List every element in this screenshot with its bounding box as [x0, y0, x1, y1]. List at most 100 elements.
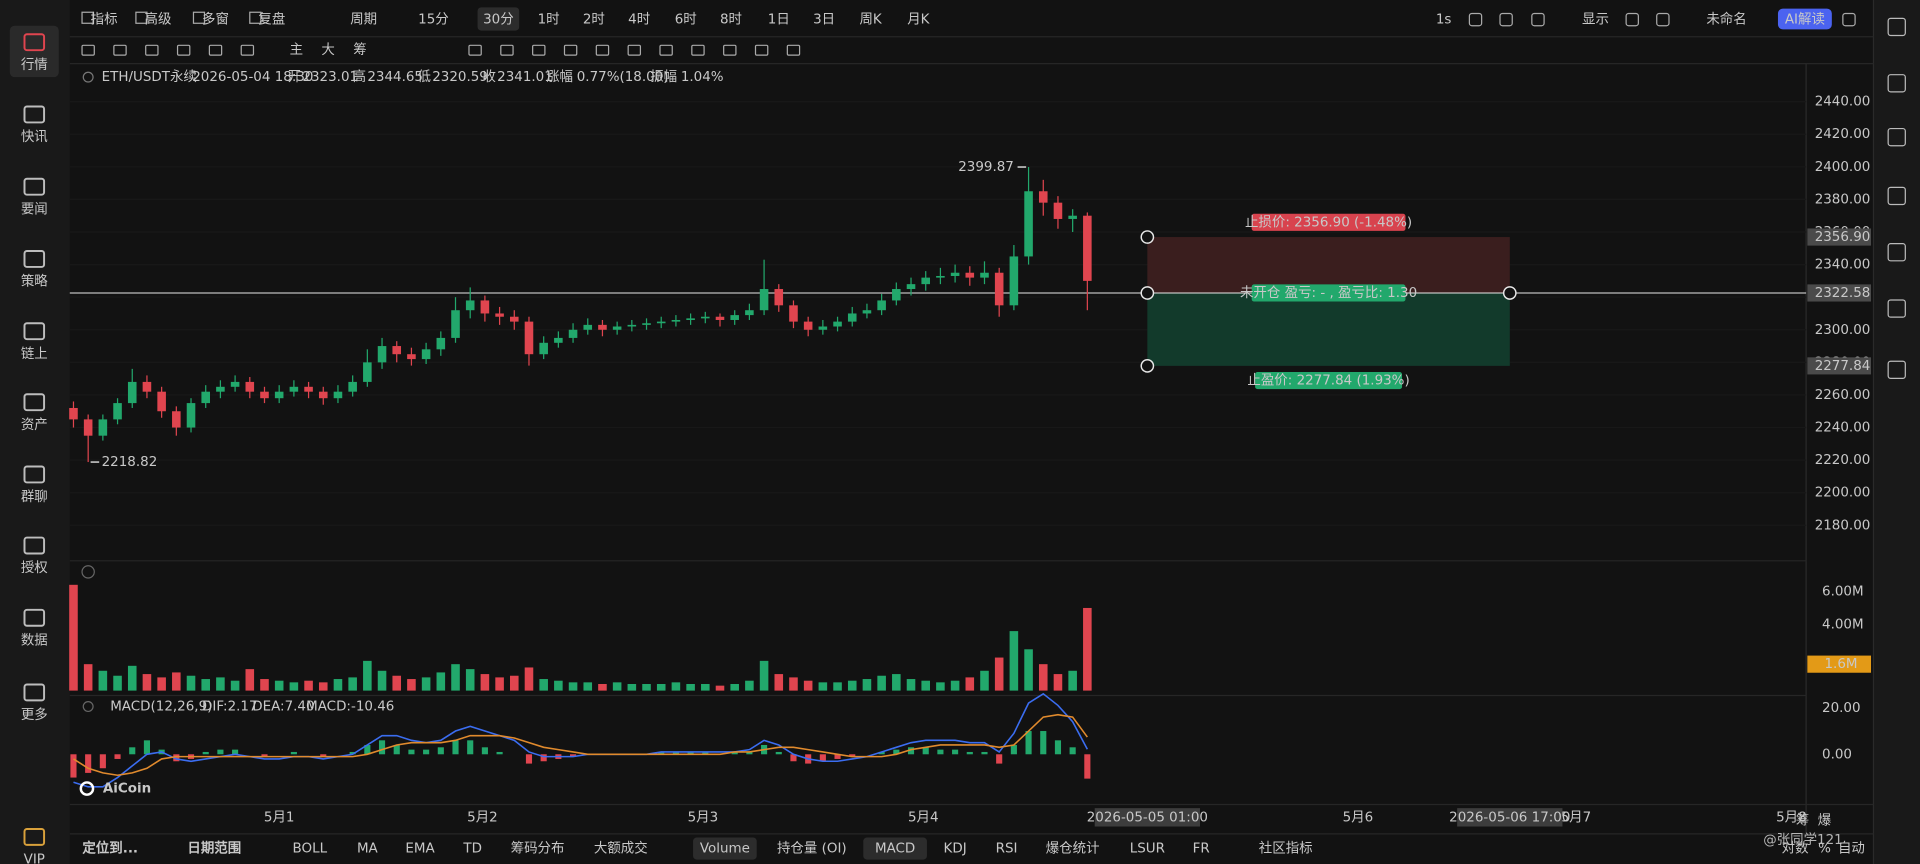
toolbar-item[interactable]: 3日	[813, 13, 835, 28]
indicator-tab[interactable]: 筹码分布	[511, 840, 565, 857]
handle[interactable]	[1502, 286, 1517, 300]
sidebar-label[interactable]: 数据	[21, 632, 48, 648]
toolbar-icon[interactable]	[1842, 12, 1856, 27]
tool-icon[interactable]	[659, 44, 673, 56]
right-icon[interactable]	[1887, 17, 1906, 37]
sidebar-label[interactable]: 链上	[21, 346, 48, 362]
indicator-tab[interactable]: EMA	[405, 842, 435, 857]
axis-badge-label: 2277.84	[1815, 359, 1871, 374]
indicator-tab[interactable]: 爆仓统计	[1046, 841, 1100, 857]
handle[interactable]	[1140, 286, 1155, 300]
toolbar-icon[interactable]	[1468, 12, 1483, 27]
toolbar-item[interactable]: 1日	[768, 13, 790, 28]
indicator-tab[interactable]: 持仓量 (OI)	[777, 841, 847, 857]
tool-icon[interactable]	[627, 44, 642, 56]
right-icon[interactable]	[1887, 360, 1906, 379]
scale-option[interactable]: 自动	[1838, 841, 1865, 857]
volume-bar	[671, 682, 681, 691]
sidebar-label[interactable]: VIP	[24, 853, 45, 864]
candle-body	[274, 391, 284, 399]
volume-bar	[759, 660, 769, 691]
toolbar-item[interactable]: 30分	[483, 12, 514, 28]
right-icon[interactable]	[1887, 299, 1906, 318]
toolbar-item[interactable]: 复盘	[258, 11, 285, 28]
indicator-tab[interactable]: TD	[462, 842, 482, 857]
indicator-tab[interactable]: Volume	[700, 842, 750, 857]
toolbar-item[interactable]: 1s	[1436, 13, 1452, 28]
tool-icon[interactable]	[532, 44, 546, 56]
tool-icon[interactable]	[176, 44, 191, 56]
tool-item[interactable]: 主	[290, 42, 303, 58]
sidebar-label[interactable]: 授权	[21, 559, 48, 576]
tool-icon[interactable]	[691, 44, 705, 56]
tool-icon[interactable]	[563, 44, 578, 56]
scale-option[interactable]: %	[1818, 842, 1831, 857]
tool-icon[interactable]	[240, 44, 255, 56]
indicator-tab[interactable]: 社区指标	[1259, 841, 1313, 857]
tool-icon[interactable]	[468, 44, 482, 56]
toolbar-item[interactable]: 多窗	[202, 11, 229, 28]
toolbar-item[interactable]: 未命名	[1706, 11, 1746, 28]
y-tick-label: 4.00M	[1822, 617, 1864, 632]
indicator-tab[interactable]: 日期范围	[187, 840, 241, 857]
right-icon[interactable]	[1887, 243, 1906, 262]
indicator-tab[interactable]: LSUR	[1130, 842, 1165, 857]
macd-legend: DIF:2.17	[202, 700, 258, 715]
toolbar-item[interactable]: 6时	[675, 12, 697, 28]
sidebar-label[interactable]: 策略	[21, 273, 48, 290]
tool-icon[interactable]	[81, 44, 95, 56]
toolbar-item[interactable]: 指标	[91, 12, 118, 28]
candle-body	[157, 391, 166, 412]
toolbar-item[interactable]: 月K	[907, 13, 930, 28]
tool-item[interactable]: 大	[321, 42, 334, 58]
scale-option[interactable]: 对数	[1782, 841, 1809, 857]
tool-icon[interactable]	[786, 44, 801, 56]
toolbar-item[interactable]: 4时	[628, 12, 650, 28]
tool-icon[interactable]	[723, 44, 737, 56]
toolbar-item[interactable]: AI解读	[1785, 12, 1825, 28]
indicator-tab[interactable]: KDJ	[944, 842, 967, 857]
indicator-tab[interactable]: MA	[357, 842, 379, 857]
toolbar-icon[interactable]	[1625, 12, 1639, 27]
tool-icon[interactable]	[595, 44, 610, 56]
toolbar-item[interactable]: 显示	[1582, 13, 1609, 28]
toolbar-item[interactable]: 2时	[583, 12, 605, 28]
indicator-tab[interactable]: BOLL	[293, 842, 328, 857]
toolbar-icon[interactable]	[1499, 12, 1513, 27]
handle[interactable]	[1140, 230, 1155, 244]
toolbar-item[interactable]: 高级	[145, 11, 172, 28]
sidebar-label[interactable]: 群聊	[21, 489, 48, 505]
tool-item[interactable]: 筹	[353, 41, 366, 58]
toolbar-icon[interactable]	[1531, 12, 1545, 27]
sidebar-label[interactable]: 更多	[21, 706, 48, 723]
handle[interactable]	[1140, 359, 1155, 373]
macd-bar	[114, 754, 121, 759]
sidebar-label[interactable]: 快讯	[21, 129, 48, 145]
toolbar-icon[interactable]	[1656, 12, 1670, 27]
right-icon[interactable]	[1887, 127, 1906, 147]
toolbar-item[interactable]: 周期	[350, 12, 377, 28]
macd-bar	[217, 749, 224, 755]
toolbar-item[interactable]: 8时	[720, 12, 742, 28]
right-icon[interactable]	[1887, 74, 1906, 93]
tool-icon[interactable]	[145, 44, 159, 56]
candle-body	[759, 289, 769, 311]
indicator-tab[interactable]: 大额成交	[594, 840, 648, 857]
sidebar-label[interactable]: 要闻	[21, 201, 48, 217]
indicator-tab[interactable]: MACD	[875, 842, 915, 857]
sidebar-label[interactable]: 资产	[21, 417, 48, 433]
toolbar-item[interactable]: 1时	[538, 12, 560, 28]
indicator-tab[interactable]: FR	[1193, 842, 1210, 857]
tool-icon[interactable]	[113, 44, 127, 56]
toolbar-item[interactable]: 15分	[418, 12, 449, 28]
tool-icon[interactable]	[208, 44, 223, 56]
volume-bar	[69, 584, 78, 691]
toolbar-item[interactable]: 周K	[859, 13, 882, 28]
sidebar-label[interactable]: 行情	[21, 57, 48, 73]
indicator-tab[interactable]: RSI	[996, 842, 1018, 857]
tool-icon[interactable]	[500, 44, 514, 56]
tool-icon[interactable]	[754, 44, 769, 56]
indicator-tab[interactable]: 定位到...	[82, 840, 138, 857]
macd-bar	[261, 754, 268, 757]
right-icon[interactable]	[1887, 186, 1906, 206]
